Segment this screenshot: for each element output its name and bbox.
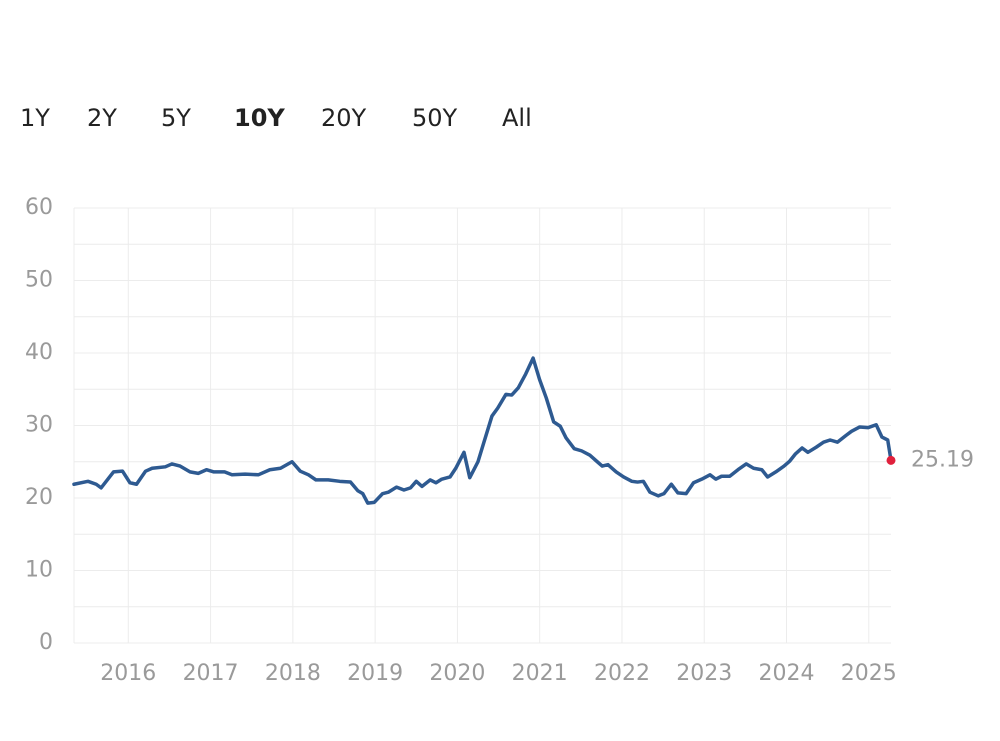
x-tick-label: 2024 [759,661,815,686]
range-tab[interactable]: 5Y [161,104,191,132]
x-tick-label: 2022 [594,661,650,686]
line-series [72,356,893,505]
range-tab[interactable]: 10Y [234,104,285,132]
range-tab[interactable]: 50Y [412,104,458,132]
last-point [886,455,896,465]
x-tick-label: 2016 [100,661,156,686]
y-tick-label: 30 [25,413,53,438]
range-tab[interactable]: All [502,104,532,132]
x-tick-label: 2021 [512,661,568,686]
y-tick-label: 20 [25,485,53,510]
range-tabs: 1Y 2Y 5Y 10Y 20Y 50Y All [20,104,532,132]
x-tick-label: 2025 [841,661,897,686]
y-tick-label: 40 [25,340,53,365]
y-tick-label: 60 [25,195,53,220]
x-tick-label: 2018 [265,661,321,686]
last-value-label: 25.19 [911,447,974,472]
x-tick-label: 2017 [183,661,239,686]
range-tab[interactable]: 20Y [321,104,367,132]
y-tick-label: 50 [25,268,53,293]
x-tick-label: 2020 [429,661,485,686]
y-tick-label: 0 [39,630,53,655]
x-tick-label: 2019 [347,661,403,686]
x-tick-label: 2023 [676,661,732,686]
y-tick-label: 10 [25,558,53,583]
range-tab[interactable]: 2Y [87,104,117,132]
range-tab[interactable]: 1Y [20,104,50,132]
